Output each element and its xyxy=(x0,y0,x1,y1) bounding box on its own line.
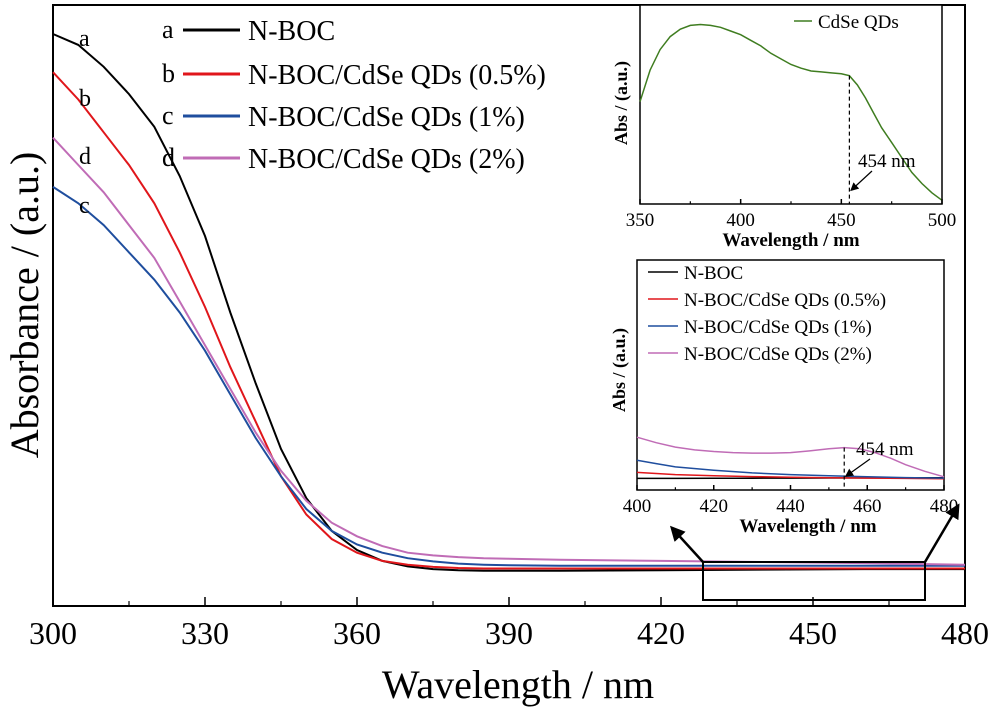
inset2-x-tick-label: 400 xyxy=(623,496,652,517)
inset1-x-ticks: 350 400 450 500 xyxy=(626,199,957,231)
inset2-peak-arrow xyxy=(844,458,871,477)
main-x-axis-label: Wavelength / nm xyxy=(382,662,654,707)
inset1-x-tick-label: 450 xyxy=(827,210,856,231)
inset1-x-axis-label: Wavelength / nm xyxy=(722,230,859,251)
inset2-x-tick-label: 480 xyxy=(930,496,959,517)
inset2-x-tick-label: 440 xyxy=(776,496,805,517)
inset2-peak-label: 454 nm xyxy=(856,439,914,460)
main-legend: a N-BOC b N-BOC/CdSe QDs (0.5%) c N-BOC/… xyxy=(162,15,546,175)
legend-label-c: N-BOC/CdSe QDs (1%) xyxy=(248,102,525,133)
main-x-tick-label: 420 xyxy=(637,615,685,651)
inset-zoom-chart: 400 420 440 460 480 454 nm Wavelength / nm A… xyxy=(609,259,959,537)
main-series-line-1 xyxy=(52,71,965,570)
legend-key-b: b xyxy=(162,59,175,88)
main-x-tick-label: 450 xyxy=(789,615,837,651)
inset1-legend-label: CdSe QDs xyxy=(818,12,899,33)
inset2-series-line-3 xyxy=(636,436,945,478)
inset2-x-ticks: 400 420 440 460 480 xyxy=(623,485,959,517)
inset1-series-group xyxy=(639,23,943,201)
inset2-legend-label-0: N-BOC xyxy=(684,263,743,284)
inset1-plot-frame xyxy=(639,4,943,205)
inset1-y-axis-label: Abs / (a.u.) xyxy=(611,61,632,145)
inset2-legend-label-1: N-BOC/CdSe QDs (0.5%) xyxy=(684,290,886,311)
inset1-peak-label: 454 nm xyxy=(858,151,916,172)
inset2-y-axis-label: Abs / (a.u.) xyxy=(609,328,630,412)
inset1-x-tick-label: 500 xyxy=(928,210,957,231)
main-x-tick-label: 360 xyxy=(333,615,381,651)
main-series-line-2 xyxy=(52,186,965,567)
curve-tag-a: a xyxy=(79,26,90,52)
curve-tag-d: d xyxy=(79,144,91,170)
main-x-tick-label: 330 xyxy=(181,615,229,651)
inset2-annotation: 454 nm xyxy=(843,439,914,490)
curve-tag-c: c xyxy=(79,193,90,219)
inset2-x-tick-label: 420 xyxy=(700,496,729,517)
inset1-x-tick-label: 350 xyxy=(626,210,655,231)
inset2-plot-frame xyxy=(636,259,945,491)
inset2-legend-label-3: N-BOC/CdSe QDs (2%) xyxy=(684,344,872,365)
inset-cdse-chart: 350 400 450 500 454 nm Wavelength / nm Abs … xyxy=(611,4,957,251)
main-x-tick-label: 390 xyxy=(485,615,533,651)
inset1-annotation: 454 nm xyxy=(848,75,916,204)
inset2-legend: N-BOC N-BOC/CdSe QDs (0.5%) N-BOC/CdSe Q… xyxy=(648,263,886,365)
legend-key-c: c xyxy=(162,101,174,130)
legend-key-d: d xyxy=(162,143,175,172)
inset1-peak-arrow xyxy=(850,170,873,192)
legend-label-d: N-BOC/CdSe QDs (2%) xyxy=(248,144,525,175)
curve-tag-b: b xyxy=(79,86,91,112)
main-x-tick-label: 300 xyxy=(29,615,77,651)
inset1-x-tick-label: 400 xyxy=(726,210,755,231)
inset2-x-axis-label: Wavelength / nm xyxy=(739,516,876,537)
main-x-ticks: 300 330 360 390 420 450 480 xyxy=(29,597,989,651)
main-chart: 300 330 360 390 420 450 480 Wavelength / nm Ab… xyxy=(2,4,989,707)
inset2-series-line-1 xyxy=(636,471,945,480)
legend-key-a: a xyxy=(162,15,174,44)
zoom-arrow-left xyxy=(669,525,704,563)
main-x-tick-label: 480 xyxy=(941,615,989,651)
legend-label-b: N-BOC/CdSe QDs (0.5%) xyxy=(248,60,546,91)
inset1-series-line-0 xyxy=(639,23,943,201)
main-series-line-3 xyxy=(52,137,966,566)
zoom-arrow-right xyxy=(923,503,960,563)
legend-label-a: N-BOC xyxy=(248,16,335,47)
main-y-axis-label: Absorbance / (a.u.) xyxy=(2,152,47,459)
zoom-box xyxy=(702,561,926,601)
inset2-legend-label-2: N-BOC/CdSe QDs (1%) xyxy=(684,317,872,338)
main-series-group xyxy=(52,33,966,572)
inset2-series-line-2 xyxy=(636,459,945,479)
inset2-x-tick-label: 460 xyxy=(853,496,882,517)
main-series-line-0 xyxy=(52,33,965,572)
inset2-series-group xyxy=(636,436,945,480)
